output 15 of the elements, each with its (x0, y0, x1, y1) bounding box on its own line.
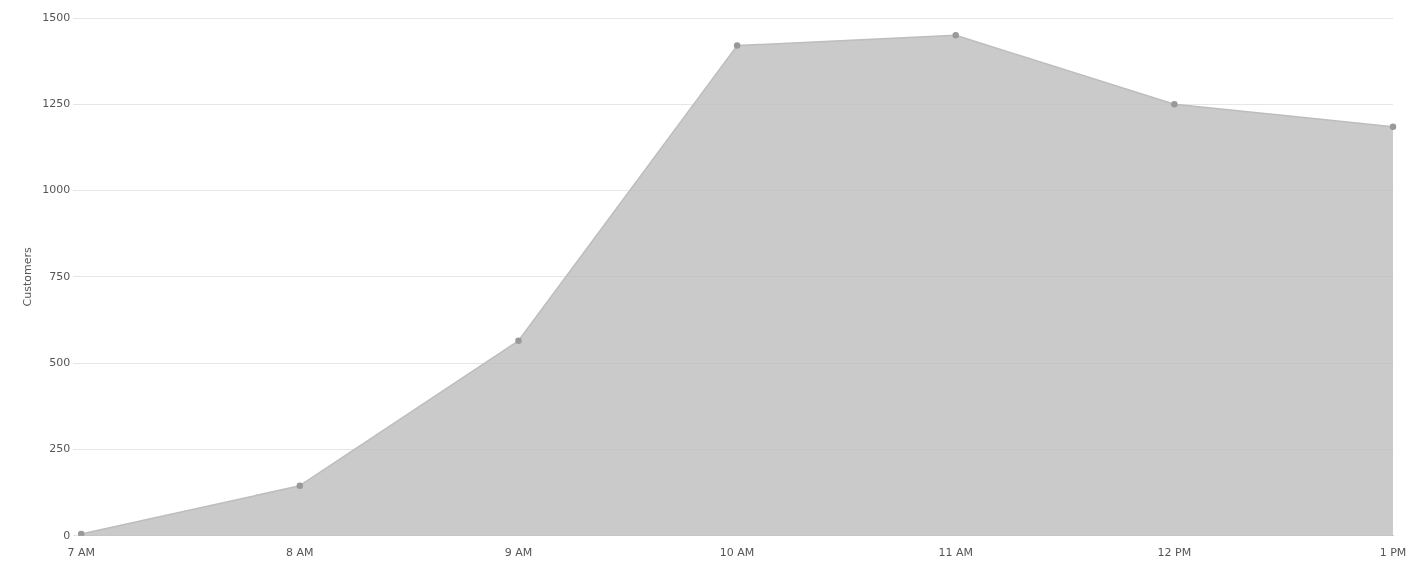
x-tick-label: 8 AM (286, 546, 314, 560)
y-tick-label: 750 (49, 269, 71, 283)
x-tick-label: 1 PM (1379, 546, 1407, 560)
y-tick-label: 1000 (42, 183, 71, 197)
y-tick-label: 1250 (42, 97, 71, 111)
y-tick-label: 0 (63, 528, 71, 542)
x-tick-label: 9 AM (504, 546, 533, 560)
x-tick-label: 11 AM (938, 546, 973, 560)
x-tick-label: 10 AM (719, 546, 755, 560)
y-axis-title: Customers (21, 247, 35, 307)
y-tick-label: 1500 (42, 10, 71, 24)
x-tick-label: 12 PM (1157, 546, 1192, 560)
x-tick-label: 7 AM (67, 546, 95, 560)
y-tick-label: 500 (49, 356, 71, 370)
y-tick-label: 250 (49, 442, 71, 456)
